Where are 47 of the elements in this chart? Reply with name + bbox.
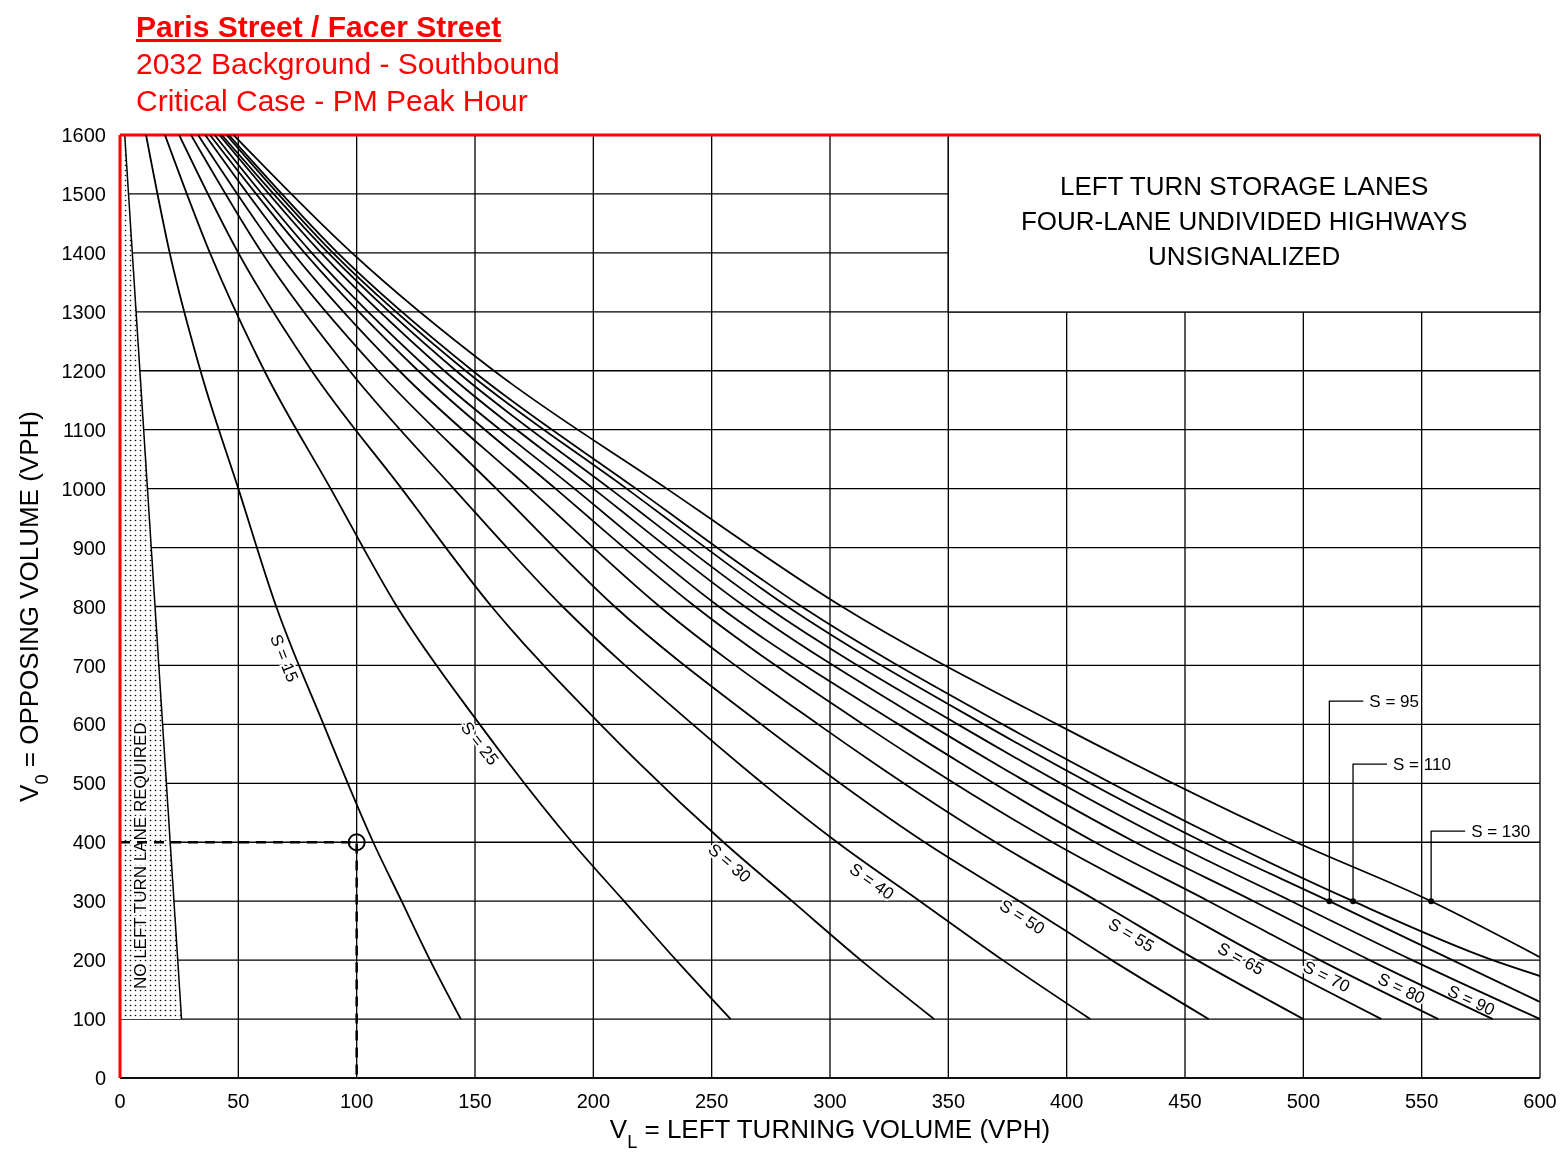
- y-tick-label: 800: [72, 595, 106, 618]
- chart-subtitle: 2032 Background - Southbound Critical Case - PM Peak Hour: [136, 46, 560, 119]
- text: S = 80: [1374, 969, 1428, 1008]
- x-axis-title: V$_{L}$ = LEFT TURNING VOLUME (VPH): [609, 1114, 1051, 1152]
- y-tick-label: 700: [72, 654, 106, 677]
- x-tick-label: 50: [227, 1090, 250, 1113]
- text: S = 25: [456, 718, 503, 769]
- x-tick-label: 200: [576, 1090, 611, 1113]
- x-tick-label: 550: [1404, 1090, 1439, 1113]
- y-tick-label: 300: [72, 890, 106, 913]
- x-tick-label: 300: [813, 1090, 847, 1113]
- text: S = 65: [1214, 938, 1268, 980]
- y-tick-label: 1600: [61, 124, 106, 147]
- x-tick-label: 350: [931, 1090, 966, 1113]
- chart-title: Paris Street / Facer Street: [136, 9, 503, 45]
- y-tick-label: 100: [72, 1008, 106, 1031]
- y-tick-label: 200: [72, 949, 106, 972]
- text: S = 110: [1393, 755, 1451, 775]
- x-tick-label: 450: [1168, 1090, 1202, 1113]
- x-tick-label: 100: [339, 1090, 374, 1113]
- y-tick-label: 400: [72, 831, 106, 854]
- annotation: LEFT TURN STORAGE LANES FOUR-LANE UNDIVIDED HIGHWAYS UNSIGNALIZED: [1020, 171, 1468, 271]
- text: S = 50: [996, 895, 1049, 939]
- y-tick-label: 1500: [61, 183, 106, 206]
- text: S = 90: [1444, 981, 1498, 1020]
- y-tick-label: 1000: [61, 477, 106, 500]
- x-tick-label: 0: [114, 1090, 126, 1113]
- text: S = 95: [1369, 692, 1419, 712]
- text: S = 55: [1104, 914, 1158, 956]
- text: S = 130: [1471, 822, 1531, 842]
- y-tick-label: 1400: [61, 241, 106, 264]
- x-tick-label: 600: [1523, 1090, 1557, 1113]
- y-tick-label: 1200: [61, 359, 106, 382]
- y-tick-label: 0: [94, 1067, 106, 1090]
- y-tick-label: 500: [72, 772, 106, 795]
- y-tick-label: 1300: [61, 300, 106, 323]
- text: S = 15: [265, 631, 303, 685]
- y-tick-label: 600: [72, 713, 106, 736]
- text: S = 70: [1299, 957, 1353, 997]
- x-tick-label: 150: [458, 1090, 492, 1113]
- text: S = 40: [845, 859, 898, 904]
- x-tick-label: 250: [694, 1090, 729, 1113]
- y-tick-label: 900: [72, 536, 106, 559]
- y-tick-label: 1100: [62, 418, 106, 441]
- x-tick-label: 400: [1049, 1090, 1084, 1113]
- text: S = 30: [704, 839, 755, 887]
- x-tick-label: 500: [1286, 1090, 1321, 1113]
